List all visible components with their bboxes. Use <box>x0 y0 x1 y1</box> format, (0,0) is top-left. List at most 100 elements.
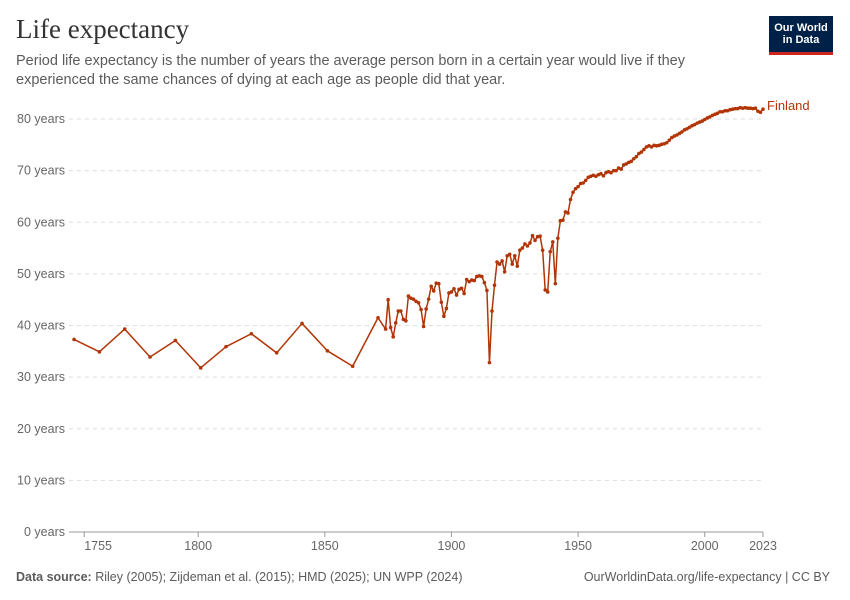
data-point <box>421 324 426 329</box>
data-point <box>249 331 254 336</box>
data-point <box>224 344 228 349</box>
x-tick-label: 1800 <box>184 539 212 553</box>
data-point <box>550 240 555 244</box>
data-point <box>632 156 636 161</box>
data-point <box>386 297 390 302</box>
x-tick-label: 2023 <box>749 539 777 553</box>
data-point <box>601 173 606 178</box>
data-point <box>500 259 504 263</box>
data-point <box>525 244 530 248</box>
x-tick-label: 2000 <box>691 539 719 553</box>
data-point <box>664 140 669 145</box>
data-point <box>548 249 553 254</box>
data-point <box>437 281 441 286</box>
data-point <box>642 147 646 152</box>
data-point <box>274 351 279 355</box>
data-point <box>629 159 634 164</box>
y-tick-label: 0 years <box>24 525 65 539</box>
data-point <box>404 319 408 323</box>
data-point <box>543 288 547 292</box>
data-point <box>490 309 494 313</box>
data-point <box>553 281 558 286</box>
logo-line-1: Our World <box>774 22 828 34</box>
data-point <box>482 280 487 285</box>
chart-title: Life expectancy <box>16 14 190 44</box>
data-point <box>439 300 444 305</box>
data-point <box>383 327 388 331</box>
owid-logo[interactable]: Our World in Data <box>769 16 833 55</box>
data-point <box>518 248 522 252</box>
data-point <box>396 309 401 313</box>
data-point <box>512 254 517 258</box>
data-point <box>198 366 203 370</box>
data-point <box>609 170 613 175</box>
data-point <box>538 234 542 238</box>
y-tick-label: 70 years <box>17 164 65 178</box>
data-point <box>492 283 497 288</box>
data-point <box>497 262 502 266</box>
y-tick-label: 40 years <box>17 319 65 333</box>
data-point <box>614 168 618 173</box>
data-point <box>566 211 570 215</box>
logo-line-2: in Data <box>782 34 820 46</box>
data-point <box>391 335 396 339</box>
data-point <box>528 241 532 245</box>
data-point <box>571 190 575 195</box>
data-point <box>464 277 469 282</box>
data-point <box>485 288 489 293</box>
data-point <box>442 314 446 319</box>
data-point <box>97 350 102 354</box>
data-point <box>523 242 527 246</box>
data-point <box>568 197 573 202</box>
data-point <box>452 287 456 291</box>
chart-subtitle: Period life expectancy is the number of … <box>16 53 685 88</box>
data-point <box>520 246 525 250</box>
data-point <box>530 233 535 238</box>
data-point <box>573 186 578 191</box>
credit-link[interactable]: OurWorldinData.org/life-expectancy | CC … <box>583 570 830 584</box>
data-point <box>680 130 684 134</box>
data-point <box>718 109 722 114</box>
data-point <box>122 327 127 331</box>
data-point <box>581 181 585 185</box>
x-tick-label: 1850 <box>311 539 339 553</box>
data-point <box>148 355 152 359</box>
data-point <box>761 107 765 111</box>
data-point <box>429 284 434 289</box>
y-tick-label: 60 years <box>17 215 65 229</box>
data-source-label: Data source: <box>16 570 92 584</box>
data-point <box>449 290 454 294</box>
data-point <box>426 297 431 301</box>
data-point <box>419 307 423 312</box>
data-point <box>376 315 380 320</box>
data-point <box>350 364 355 369</box>
data-point <box>758 110 763 115</box>
y-tick-label: 10 years <box>17 473 65 487</box>
data-point <box>406 294 411 298</box>
data-point <box>533 238 537 243</box>
y-tick-label: 20 years <box>17 422 65 436</box>
data-point <box>576 184 580 189</box>
data-point <box>510 262 515 266</box>
data-point <box>733 106 737 111</box>
x-tick-label: 1900 <box>438 539 466 553</box>
data-point <box>545 290 550 294</box>
data-point <box>515 264 520 268</box>
data-point <box>393 321 398 325</box>
data-source: Data source: Riley (2005); Zijdeman et a… <box>16 570 463 584</box>
line-chart: 0 years 10 years 20 years 30 years 40 years 5… <box>17 98 810 553</box>
y-tick-label: 80 years <box>17 112 65 126</box>
data-point <box>325 349 330 353</box>
data-point <box>416 300 421 305</box>
data-point <box>502 270 507 274</box>
series-label: Finland <box>767 98 810 113</box>
data-point <box>583 178 588 183</box>
data-point <box>411 297 416 301</box>
data-point <box>173 338 178 343</box>
x-tick-label: 1950 <box>564 539 592 553</box>
data-source-text: Riley (2005); Zijdeman et al. (2015); HM… <box>95 570 463 584</box>
data-point <box>619 167 623 171</box>
data-point <box>399 309 403 313</box>
data-point <box>746 106 750 110</box>
data-point <box>72 337 76 342</box>
